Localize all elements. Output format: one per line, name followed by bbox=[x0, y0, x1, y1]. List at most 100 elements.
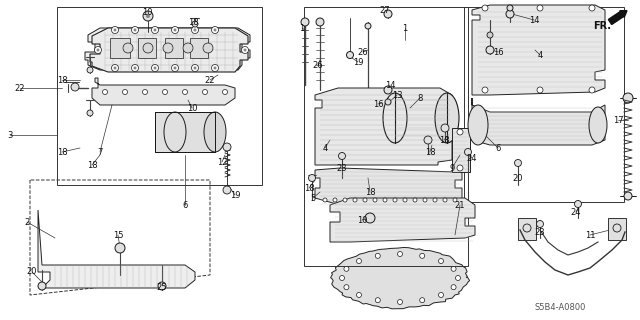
Bar bbox=[190, 38, 208, 58]
Text: 18: 18 bbox=[425, 148, 435, 156]
Circle shape bbox=[423, 198, 427, 202]
Circle shape bbox=[143, 43, 153, 53]
Circle shape bbox=[365, 23, 371, 29]
Text: 18: 18 bbox=[57, 148, 67, 156]
Circle shape bbox=[397, 300, 403, 305]
Text: 18: 18 bbox=[188, 18, 198, 27]
Text: 18: 18 bbox=[438, 135, 449, 145]
Bar bbox=[395, 93, 447, 143]
Text: 17: 17 bbox=[612, 116, 623, 124]
Circle shape bbox=[420, 298, 425, 303]
Bar bbox=[608, 218, 626, 240]
Text: 6: 6 bbox=[182, 201, 188, 210]
Circle shape bbox=[211, 27, 218, 34]
Bar bbox=[138, 38, 156, 58]
Circle shape bbox=[158, 282, 166, 290]
Circle shape bbox=[523, 224, 531, 232]
Circle shape bbox=[373, 198, 377, 202]
Circle shape bbox=[363, 198, 367, 202]
Circle shape bbox=[143, 90, 147, 94]
Text: 1: 1 bbox=[403, 23, 408, 33]
Circle shape bbox=[193, 28, 196, 31]
Polygon shape bbox=[92, 78, 235, 105]
Circle shape bbox=[344, 285, 349, 290]
Ellipse shape bbox=[468, 105, 488, 145]
Text: 18: 18 bbox=[304, 183, 314, 193]
Circle shape bbox=[214, 67, 216, 69]
Circle shape bbox=[203, 43, 213, 53]
Text: 6: 6 bbox=[495, 143, 500, 153]
Circle shape bbox=[134, 28, 136, 31]
Circle shape bbox=[113, 28, 116, 31]
Circle shape bbox=[375, 298, 380, 303]
Text: 23: 23 bbox=[534, 228, 545, 236]
Text: 26: 26 bbox=[358, 47, 368, 57]
Polygon shape bbox=[315, 88, 452, 165]
Circle shape bbox=[111, 27, 118, 34]
Circle shape bbox=[87, 110, 93, 116]
Circle shape bbox=[173, 28, 177, 31]
Circle shape bbox=[344, 266, 349, 271]
Circle shape bbox=[482, 5, 488, 11]
Circle shape bbox=[154, 28, 157, 31]
FancyArrow shape bbox=[609, 11, 627, 25]
Text: 27: 27 bbox=[380, 5, 390, 14]
Text: 13: 13 bbox=[392, 91, 403, 100]
Text: 1: 1 bbox=[300, 23, 305, 33]
Circle shape bbox=[393, 198, 397, 202]
Circle shape bbox=[383, 198, 387, 202]
Circle shape bbox=[211, 65, 218, 71]
Circle shape bbox=[333, 198, 337, 202]
Circle shape bbox=[384, 10, 392, 18]
Polygon shape bbox=[315, 168, 462, 205]
Circle shape bbox=[507, 5, 513, 11]
Circle shape bbox=[339, 276, 344, 281]
Circle shape bbox=[111, 65, 118, 71]
Polygon shape bbox=[330, 198, 475, 242]
Circle shape bbox=[451, 285, 456, 290]
Circle shape bbox=[134, 67, 136, 69]
Circle shape bbox=[308, 174, 316, 181]
Circle shape bbox=[182, 90, 188, 94]
Text: 19: 19 bbox=[230, 190, 240, 199]
Circle shape bbox=[589, 87, 595, 93]
Circle shape bbox=[365, 213, 375, 223]
Circle shape bbox=[456, 276, 461, 281]
Circle shape bbox=[154, 67, 157, 69]
Circle shape bbox=[457, 165, 463, 171]
Circle shape bbox=[451, 266, 456, 271]
Circle shape bbox=[183, 43, 193, 53]
Circle shape bbox=[356, 259, 362, 264]
Circle shape bbox=[115, 243, 125, 253]
Circle shape bbox=[536, 220, 543, 228]
Circle shape bbox=[515, 159, 522, 166]
Circle shape bbox=[152, 65, 159, 71]
Ellipse shape bbox=[383, 93, 407, 143]
Circle shape bbox=[323, 198, 327, 202]
Text: 10: 10 bbox=[187, 103, 197, 113]
Circle shape bbox=[38, 282, 46, 290]
Text: 16: 16 bbox=[372, 100, 383, 108]
Circle shape bbox=[191, 65, 198, 71]
Text: 25: 25 bbox=[157, 283, 167, 292]
Text: 18: 18 bbox=[365, 188, 375, 196]
Circle shape bbox=[163, 90, 168, 94]
Bar bbox=[518, 218, 536, 240]
Ellipse shape bbox=[164, 112, 186, 152]
Text: 7: 7 bbox=[97, 148, 102, 156]
Text: 21: 21 bbox=[455, 201, 465, 210]
Text: 20: 20 bbox=[513, 173, 524, 182]
Circle shape bbox=[433, 198, 437, 202]
Text: 15: 15 bbox=[113, 230, 124, 239]
Circle shape bbox=[223, 186, 231, 194]
Circle shape bbox=[97, 49, 99, 52]
Circle shape bbox=[113, 67, 116, 69]
Circle shape bbox=[487, 32, 493, 38]
Circle shape bbox=[343, 198, 347, 202]
Circle shape bbox=[163, 43, 173, 53]
Polygon shape bbox=[472, 98, 605, 145]
Circle shape bbox=[453, 198, 457, 202]
Circle shape bbox=[316, 18, 324, 26]
Text: 22: 22 bbox=[205, 76, 215, 84]
Circle shape bbox=[623, 93, 633, 103]
